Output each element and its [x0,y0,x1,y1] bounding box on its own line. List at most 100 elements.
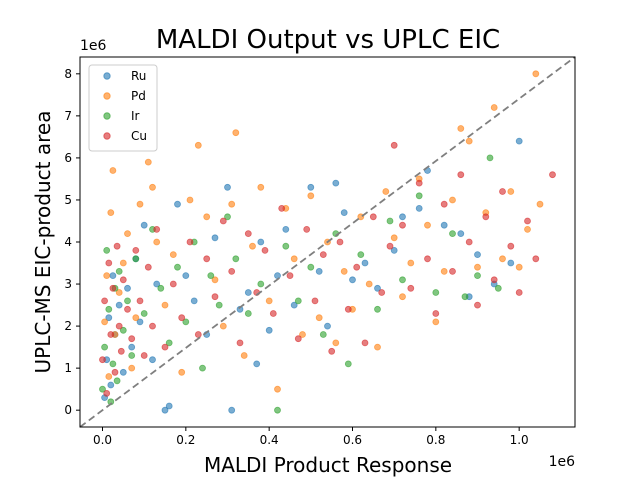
data-point [319,251,327,259]
data-point [165,402,173,410]
x-tick-label: 0.6 [343,433,362,447]
data-point [282,242,290,250]
data-point [357,251,365,259]
data-point [107,381,115,389]
data-point [149,183,156,191]
data-point [440,221,448,229]
data-point [490,104,498,111]
data-point [340,209,348,217]
data-point [524,225,531,233]
data-point [374,305,381,313]
data-point [274,406,281,414]
data-point [332,339,340,347]
y-tick-label: 6 [64,151,72,165]
data-point [136,297,144,305]
data-point [290,301,298,309]
data-point [109,167,117,174]
data-point [140,221,148,229]
data-point [315,267,323,275]
data-point [161,343,169,351]
data-point [115,267,123,275]
data-point [432,318,440,326]
data-point [136,318,144,326]
data-point [378,289,386,296]
data-point [336,238,344,246]
data-point [124,230,131,238]
data-point [128,335,136,343]
data-point [361,339,369,347]
data-point [432,310,440,317]
legend-box [88,64,158,152]
legend-label: Ir [131,109,140,123]
data-point [194,141,202,149]
y-axis-scale-label: 1e6 [80,38,107,54]
x-tick-label: 0.8 [426,433,445,447]
data-point [515,289,523,296]
data-point [465,137,473,145]
data-point [549,171,556,179]
data-point [532,70,540,78]
data-point [115,289,123,296]
data-point [307,263,315,271]
data-point [203,213,211,221]
data-point [228,406,236,414]
data-point [244,310,252,317]
data-point [132,255,140,263]
data-point [369,213,377,221]
data-point [278,204,286,212]
data-point [99,385,106,393]
data-point [128,364,136,372]
data-point [240,352,248,359]
y-tick-label: 7 [64,109,72,123]
data-point [182,318,190,326]
series-ru [101,137,523,414]
data-point [482,213,490,221]
y-tick-label: 3 [64,277,72,291]
data-point [257,280,265,288]
data-point [224,183,231,191]
data-point [536,200,544,208]
data-point [144,158,152,166]
data-point [353,263,361,271]
series-ir [99,154,502,414]
data-point [457,171,465,179]
x-tick-label: 0.0 [93,433,112,447]
data-point [299,331,306,338]
data-point [128,343,136,351]
data-point [265,297,273,305]
y-axis-label: UPLC-MS EIC-product area [31,111,55,374]
legend-marker [103,92,111,100]
data-point [340,267,348,275]
data-point [349,276,356,284]
data-point [449,267,456,275]
data-point [113,377,121,385]
data-point [194,331,202,338]
data-point [328,347,336,355]
data-point [211,293,219,301]
data-point [374,284,381,292]
data-point [113,242,121,250]
data-point [149,356,156,364]
data-point [424,221,431,229]
data-point [165,339,173,347]
data-point [399,213,406,221]
data-point [269,310,277,317]
data-point [507,242,515,250]
data-point [499,188,506,195]
data-point [117,347,125,355]
data-point [101,297,108,305]
data-point [107,331,115,338]
data-point [103,272,111,280]
legend-marker [103,132,111,140]
data-point [424,255,431,263]
data-point [415,204,423,212]
data-point [105,373,113,380]
data-point [153,280,161,288]
data-point [178,314,186,322]
data-point [101,343,108,351]
data-point [132,314,140,322]
data-point [390,141,398,149]
x-axis-label: MALDI Product Response [204,453,452,477]
data-point [244,230,252,238]
data-point [174,263,181,271]
